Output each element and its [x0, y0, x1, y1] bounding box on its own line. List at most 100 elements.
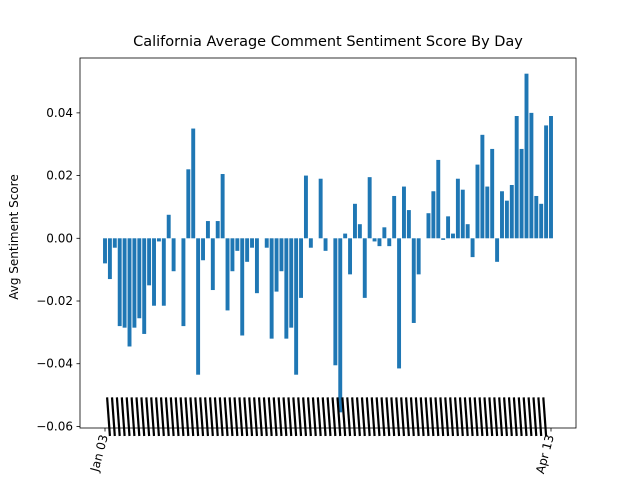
- bar: [181, 238, 186, 327]
- bar: [343, 233, 348, 239]
- x-tick-label-overlap: [155, 397, 161, 437]
- bar: [166, 214, 171, 239]
- x-tick-label-overlap: [223, 397, 229, 437]
- x-tick-label-overlap: [336, 397, 342, 437]
- bar: [549, 116, 553, 239]
- bar: [372, 238, 377, 242]
- x-tick-label-overlap: [262, 397, 268, 437]
- x-tick-label-overlap: [272, 397, 278, 437]
- x-tick-label-overlap: [365, 397, 371, 437]
- x-tick-label-overlap: [355, 397, 361, 437]
- bar: [220, 174, 225, 239]
- bar: [519, 148, 524, 239]
- x-tick-label-overlap: [115, 397, 121, 437]
- x-tick-label-overlap: [257, 397, 263, 437]
- bar: [171, 238, 176, 272]
- bar: [485, 186, 490, 239]
- x-tick-label-overlap: [375, 397, 381, 437]
- x-tick-label-overlap: [360, 397, 366, 437]
- bar: [323, 238, 328, 251]
- x-tick-label-overlap: [306, 397, 312, 437]
- bar: [274, 238, 279, 292]
- x-tick-label-overlap: [189, 397, 195, 437]
- x-tick-label-overlap: [473, 397, 479, 437]
- bar: [509, 184, 514, 239]
- bar: [289, 238, 294, 328]
- bar: [191, 128, 196, 239]
- x-tick-label-overlap: [218, 397, 224, 437]
- x-tick-label-overlap: [517, 397, 523, 437]
- x-tick-label-overlap: [400, 397, 406, 437]
- x-tick-label-overlap: [434, 397, 440, 437]
- x-tick-label-overlap: [292, 397, 298, 437]
- bar: [490, 148, 495, 239]
- bar: [411, 238, 416, 323]
- y-tick-label: −0.04: [36, 357, 73, 371]
- x-tick-label-overlap: [341, 397, 347, 437]
- x-tick-label-overlap: [110, 397, 116, 437]
- bar: [436, 159, 441, 239]
- bar: [299, 238, 303, 298]
- bar: [338, 238, 343, 413]
- x-tick-label-overlap: [522, 397, 528, 437]
- plot-frame: [79, 57, 577, 429]
- bar: [161, 238, 166, 306]
- bar: [215, 221, 220, 239]
- x-tick-label-overlap: [135, 397, 141, 437]
- bar: [196, 238, 201, 375]
- bar: [460, 189, 465, 239]
- bar: [201, 238, 205, 261]
- x-tick-label-overlap: [120, 397, 126, 437]
- x-tick-label-overlap: [488, 397, 494, 437]
- x-tick-label-overlap: [331, 397, 337, 437]
- x-tick-label-overlap: [321, 397, 327, 437]
- x-tick-label-overlap: [463, 397, 469, 437]
- bar: [406, 210, 411, 239]
- x-tick-label-overlap: [453, 397, 459, 437]
- x-tick-label-overlap: [179, 397, 185, 437]
- bar: [225, 238, 230, 311]
- x-tick-label-overlap: [169, 397, 175, 437]
- bar: [362, 238, 367, 298]
- y-tick-label: 0.00: [46, 231, 73, 245]
- x-tick-label-overlap: [248, 397, 254, 437]
- x-tick-label-overlap: [502, 397, 508, 437]
- bar: [107, 238, 112, 280]
- x-tick-label-overlap: [208, 397, 214, 437]
- x-tick-label-overlap: [267, 397, 273, 437]
- x-tick-label-overlap: [145, 397, 151, 437]
- x-tick-label-overlap: [233, 397, 239, 437]
- bar: [529, 112, 534, 239]
- bar: [250, 238, 254, 248]
- bar: [392, 195, 397, 239]
- x-tick-label-overlap: [140, 397, 146, 437]
- bar: [122, 238, 127, 328]
- x-tick-label-overlap: [130, 397, 136, 437]
- x-tick-label-overlap: [527, 397, 533, 437]
- x-tick-label-overlap: [532, 397, 538, 437]
- x-tick-label-overlap: [429, 397, 435, 437]
- y-tick-label: 0.02: [46, 169, 73, 183]
- bar: [367, 177, 372, 239]
- x-tick-label-overlap: [439, 397, 445, 437]
- x-tick-label-overlap: [419, 397, 425, 437]
- x-tick-label-overlap: [512, 397, 518, 437]
- bar: [245, 238, 250, 262]
- x-tick-label-overlap: [297, 397, 303, 437]
- x-tick-label-overlap: [302, 397, 308, 437]
- bar: [210, 238, 215, 291]
- x-tick-label-overlap: [311, 397, 317, 437]
- bar: [348, 238, 353, 275]
- x-tick-label-overlap: [458, 397, 464, 437]
- bar: [514, 116, 519, 239]
- x-tick-label-overlap: [243, 397, 249, 437]
- bar: [495, 238, 500, 262]
- y-axis-ticks: −0.06 −0.04 −0.02 0.00 0.02 0.04: [36, 106, 80, 433]
- bar: [470, 238, 475, 258]
- x-tick-label-overlap: [351, 397, 357, 437]
- bar: [284, 238, 289, 339]
- x-tick-label-overlap: [204, 397, 210, 437]
- x-tick-label-overlap: [159, 397, 165, 437]
- bar: [475, 164, 480, 239]
